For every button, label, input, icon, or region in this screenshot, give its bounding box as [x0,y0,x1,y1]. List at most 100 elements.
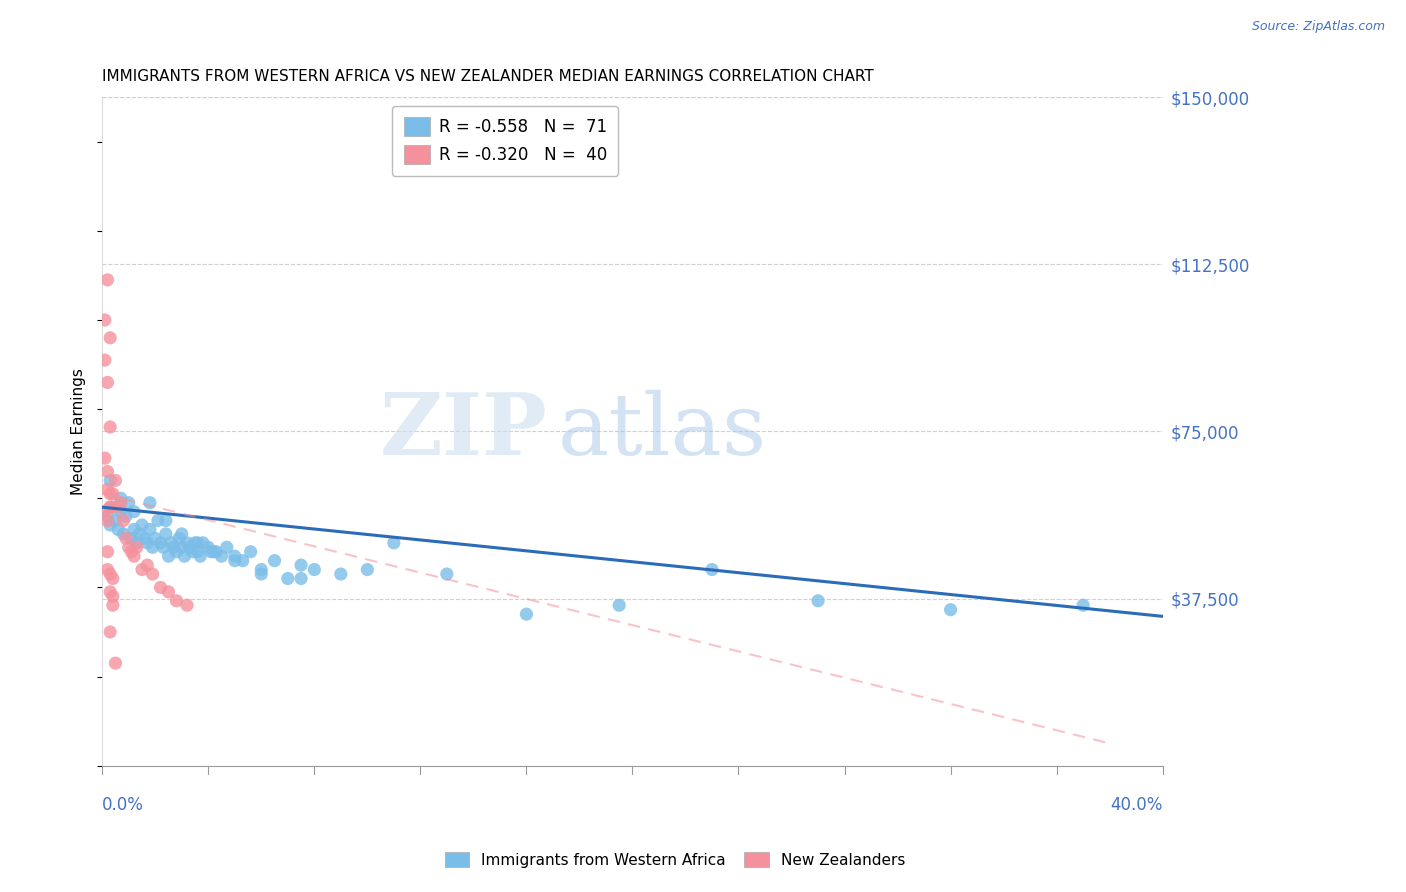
Point [200,545,222,559]
Point [98,487,121,501]
Point [94,505,117,519]
Point [104,474,127,488]
Point [110,505,132,519]
Point [101,590,124,604]
Legend: R = -0.558   N =  71, R = -0.320   N =  40: R = -0.558 N = 71, R = -0.320 N = 40 [392,105,619,176]
Point [187,536,209,550]
Point [356,563,378,577]
Point [149,536,172,550]
Point [211,549,233,564]
Point [96,514,118,528]
Point [176,536,198,550]
Point [184,536,207,550]
Point [143,532,166,546]
Text: ZIP: ZIP [380,390,547,474]
Point [120,545,142,559]
Point [131,518,153,533]
Point [187,545,209,559]
Point [160,536,183,550]
Point [202,545,225,559]
Point [939,602,962,616]
Point [700,563,723,577]
Point [146,514,169,528]
Point [179,541,201,555]
Point [98,500,121,515]
Point [96,465,118,479]
Point [170,541,193,555]
Point [188,549,211,564]
Point [290,558,312,573]
Point [96,376,118,390]
Point [304,563,326,577]
Point [515,607,537,621]
Point [607,598,630,612]
Point [94,313,117,327]
Point [125,541,148,555]
Point [96,273,118,287]
Point [136,536,159,550]
Point [205,545,228,559]
Point [191,536,214,550]
Point [110,496,132,510]
Point [139,523,162,537]
Point [98,518,121,533]
Text: Source: ZipAtlas.com: Source: ZipAtlas.com [1251,20,1385,33]
Point [167,532,190,546]
Point [107,523,129,537]
Point [94,451,117,466]
Point [382,536,405,550]
Point [436,567,458,582]
Point [329,567,352,582]
Point [136,558,159,573]
Point [122,523,145,537]
Point [96,545,118,559]
Point [224,549,246,564]
Point [98,567,121,582]
Point [96,509,118,524]
Point [96,563,118,577]
Point [165,545,187,559]
Y-axis label: Median Earnings: Median Earnings [72,368,86,495]
Point [125,536,148,550]
Point [104,514,127,528]
Point [290,572,312,586]
Point [101,487,124,501]
Point [173,549,195,564]
Point [250,567,273,582]
Point [263,554,285,568]
Point [115,509,138,524]
Point [807,594,830,608]
Point [94,353,117,368]
Text: atlas: atlas [558,390,768,473]
Point [101,572,124,586]
Point [165,594,187,608]
Point [181,545,204,559]
Point [107,500,129,515]
Point [101,598,124,612]
Text: 40.0%: 40.0% [1111,796,1163,814]
Point [277,572,299,586]
Point [176,598,198,612]
Point [120,532,142,546]
Point [101,500,124,515]
Point [112,514,135,528]
Point [122,549,145,564]
Point [115,532,138,546]
Point [215,541,238,555]
Point [98,474,121,488]
Point [149,581,172,595]
Point [155,514,177,528]
Point [170,527,193,541]
Point [98,331,121,345]
Point [128,527,150,541]
Point [239,545,262,559]
Point [96,483,118,497]
Point [1071,598,1094,612]
Point [110,491,132,506]
Point [142,567,165,582]
Point [118,541,141,555]
Point [98,585,121,599]
Point [197,541,219,555]
Point [142,541,165,555]
Point [118,496,141,510]
